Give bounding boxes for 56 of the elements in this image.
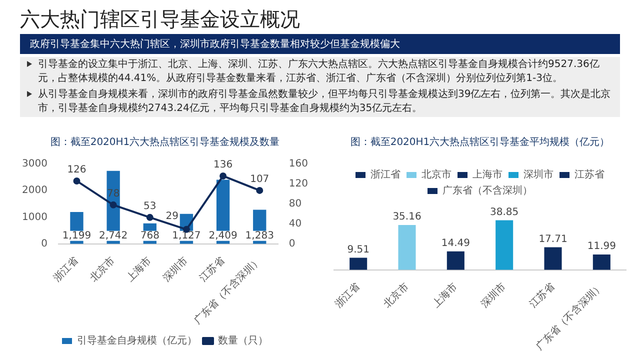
data-label: 107 bbox=[250, 174, 270, 186]
legend-label: 北京市 bbox=[422, 168, 452, 181]
data-label: 17.71 bbox=[538, 234, 568, 245]
y2-tick-label: 40 bbox=[288, 218, 302, 230]
x-tick-label: 北京市 bbox=[88, 254, 118, 284]
data-label: 35.16 bbox=[392, 212, 422, 223]
x-tick-label: 江苏省 bbox=[197, 254, 228, 284]
data-label: 9.51 bbox=[347, 244, 370, 256]
legend-label: 深圳市 bbox=[524, 168, 554, 181]
x-tick-label: 江苏省 bbox=[527, 280, 557, 310]
chart-title: 图：截至2020H1六大热点辖区引导基金规模及数量 bbox=[49, 136, 281, 150]
data-label: 1,127 bbox=[172, 230, 201, 242]
x-tick-label: 上海市 bbox=[124, 254, 154, 284]
x-tick-label: 浙江省 bbox=[332, 280, 362, 310]
point bbox=[110, 201, 117, 208]
data-label: 1,283 bbox=[245, 230, 274, 242]
data-label: 11.99 bbox=[587, 241, 616, 252]
data-label: 78 bbox=[106, 188, 120, 200]
y2-tick-label: 120 bbox=[288, 178, 308, 190]
text: 六大热门辖区引导基金设立概况 bbox=[20, 6, 301, 33]
x-tick-label: 上海市 bbox=[430, 280, 460, 310]
data-label: 126 bbox=[67, 164, 86, 176]
text: 从引导基金自身规模来看，深圳市的政府引导基金虽然数量较少，但平均每只引导基金规模达到39亿左右，位列第一。其次是北京市，引导基金自身规模约2743.24亿元，平均每只引导基金自身规模约为35亿元左右。 bbox=[20, 87, 620, 117]
data-label: 768 bbox=[140, 230, 160, 242]
y-tick-label: 0 bbox=[41, 238, 48, 250]
data-label: 2,409 bbox=[208, 230, 238, 242]
legend-label: 广东省（不含深圳） bbox=[442, 184, 532, 197]
y2-tick-label: 80 bbox=[288, 198, 302, 210]
x-tick-label: 深圳市 bbox=[478, 280, 508, 310]
data-label: 136 bbox=[214, 160, 233, 171]
y-tick-label: 3000 bbox=[22, 158, 48, 170]
legend-label: 江苏省 bbox=[574, 168, 604, 181]
legend-label: 浙江省 bbox=[370, 168, 400, 181]
point bbox=[220, 172, 227, 180]
text: 政府引导基金集中六大热门辖区，深圳市政府引导基金数量相对较少但基金规模偏大 bbox=[20, 34, 620, 54]
legend-label: 数量（只） bbox=[218, 336, 268, 347]
x-tick-label: 深圳市 bbox=[160, 254, 190, 284]
legend-label: 上海市 bbox=[472, 168, 502, 181]
data-label: 14.49 bbox=[441, 238, 470, 249]
y2-tick-label: 160 bbox=[288, 158, 308, 170]
x-tick-label: 北京市 bbox=[381, 280, 411, 310]
point bbox=[73, 177, 80, 184]
y-tick-label: 2000 bbox=[22, 185, 48, 196]
point bbox=[256, 186, 264, 194]
data-label: 53 bbox=[144, 201, 156, 212]
point bbox=[146, 214, 154, 221]
y2-tick-label: 0 bbox=[288, 238, 296, 250]
legend-label: 引导基金自身规模（亿元） bbox=[77, 334, 197, 347]
data-label: 1,199 bbox=[62, 230, 92, 242]
data-label: 38.85 bbox=[490, 206, 519, 218]
y-tick-label: 1000 bbox=[22, 212, 48, 223]
x-tick-label: 浙江省 bbox=[50, 254, 81, 284]
text: 引导基金的设立集中于浙江、北京、上海、深圳、江苏、广东六大热点辖区。六大热点辖区引导基金自身规模合计约9527.36亿元，占整体规模的44.41%。从政府引导基金数量来看，江苏省、浙江省、广东省（不含深圳）分别位列位列第1-3位。 bbox=[20, 57, 620, 87]
data-label: 2,742 bbox=[98, 230, 128, 242]
data-label: 29 bbox=[166, 210, 178, 222]
chart-title: 图：截至2020H1六大热点辖区引导基金平均规模（亿元） bbox=[349, 136, 611, 150]
